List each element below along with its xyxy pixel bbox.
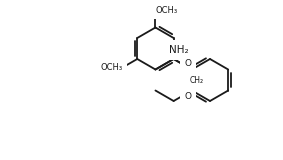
Text: O: O [184,92,191,101]
Text: CH₂: CH₂ [190,76,204,84]
Text: OCH₃: OCH₃ [155,6,177,15]
Text: O: O [184,59,191,68]
Text: OCH₃: OCH₃ [101,63,123,72]
Text: NH₂: NH₂ [169,45,188,55]
